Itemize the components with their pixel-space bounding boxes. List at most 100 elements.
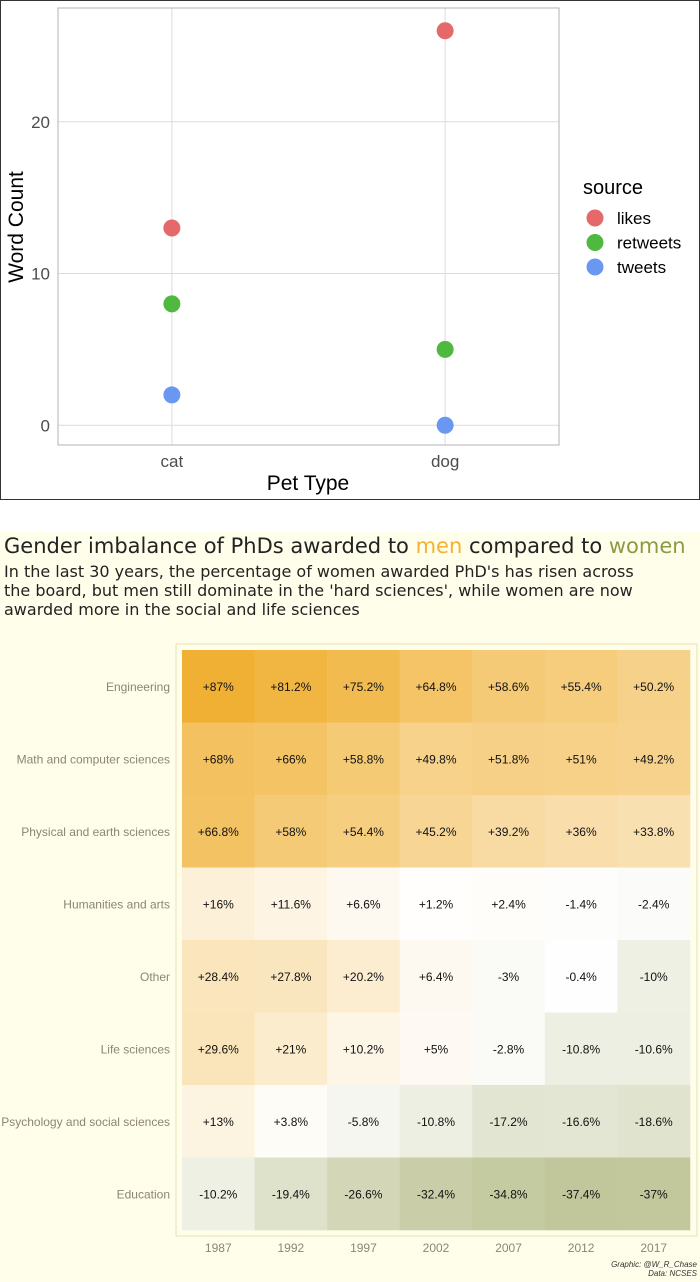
y-tick-label: 10 xyxy=(31,265,50,284)
heatmap-cell-label: -16.6% xyxy=(562,1115,600,1129)
heatmap-cell xyxy=(472,1157,546,1231)
heatmap-cell-label: +58.6% xyxy=(488,680,529,694)
heatmap-cell xyxy=(617,650,691,723)
legend-key-retweets xyxy=(586,234,604,251)
heatmap-cell xyxy=(544,1157,618,1231)
heatmap-cell-label: +21% xyxy=(275,1042,306,1056)
heatmap-cell-label: -10.8% xyxy=(562,1042,600,1056)
heatmap-cell xyxy=(182,867,255,941)
heatmap-cell xyxy=(472,650,546,723)
legend-key-tweets xyxy=(586,258,604,276)
heatmap-cell xyxy=(327,940,401,1013)
gridlines xyxy=(58,8,559,445)
heatmap-cell-label: -34.8% xyxy=(490,1187,528,1201)
heatmap-cell xyxy=(254,867,328,941)
heatmap-cell-label: +49.2% xyxy=(633,752,674,766)
heatmap-cell xyxy=(399,650,473,723)
heatmap-cell-label: -37.4% xyxy=(562,1187,600,1201)
heatmap-cell xyxy=(617,940,691,1013)
heatmap-cell xyxy=(254,722,328,796)
x-axis-label: Pet Type xyxy=(267,472,350,495)
legend-label-likes: likes xyxy=(617,209,651,228)
data-point-likes xyxy=(436,22,454,40)
heatmap-cell-label: -26.6% xyxy=(344,1187,382,1201)
heatmap-cell xyxy=(472,867,546,941)
heatmap-cell xyxy=(399,1012,473,1086)
heatmap-cell-label: +64.8% xyxy=(415,680,456,694)
heatmap-cell-label: +29.6% xyxy=(198,1042,239,1056)
caption-graphic-credit: Graphic: @W_R_Chase xyxy=(611,1260,697,1269)
heatmap-cell xyxy=(617,795,691,868)
heatmap-cell-label: -10.8% xyxy=(417,1115,455,1129)
heatmap-cell-label: +6.4% xyxy=(419,970,454,984)
heatmap-cell xyxy=(544,650,618,723)
heatmap-cell-label: +50.2% xyxy=(633,680,674,694)
heatmap-subtitle: In the last 30 years, the percentage of … xyxy=(4,562,634,619)
heatmap-cell xyxy=(544,867,618,941)
category-label: Other xyxy=(140,970,170,984)
caption-data-source: Data: NCSES xyxy=(648,1269,698,1278)
heatmap-cell-label: +66.8% xyxy=(198,825,239,839)
heatmap-cell xyxy=(327,1157,401,1231)
heatmap-cell xyxy=(182,722,255,796)
heatmap-cell xyxy=(182,650,255,723)
year-label: 2012 xyxy=(568,1241,595,1255)
heatmap-cells: +87% +81.2% +75.2% +64.8% +58.6% +55.4% +50.2%… xyxy=(182,650,691,1231)
year-label: 1997 xyxy=(350,1241,377,1255)
heatmap-cell xyxy=(399,722,473,796)
heatmap-cell xyxy=(617,722,691,796)
data-point-tweets xyxy=(163,386,181,404)
heatmap-cell xyxy=(399,795,473,868)
heatmap-cell-label: -10% xyxy=(640,970,668,984)
heatmap-cell xyxy=(254,940,328,1013)
heatmap-cell-label: +75.2% xyxy=(343,680,384,694)
heatmap-cell xyxy=(544,1012,618,1086)
heatmap-cell xyxy=(617,1157,691,1231)
heatmap-cell xyxy=(182,1012,255,1086)
heatmap-cell-label: -2.4% xyxy=(638,897,670,911)
year-labels: 1987 1992 1997 2002 2007 2012 2017 xyxy=(205,1241,667,1255)
heatmap-cell-label: +66% xyxy=(275,752,306,766)
data-point-tweets xyxy=(436,416,454,434)
data-point-retweets xyxy=(436,340,454,358)
title-middle: compared to xyxy=(462,534,609,558)
heatmap-cell-label: +45.2% xyxy=(415,825,456,839)
heatmap-cell-label: +51% xyxy=(566,752,597,766)
heatmap-cell xyxy=(544,795,618,868)
heatmap-cell xyxy=(544,722,618,796)
heatmap-cell-label: -10.2% xyxy=(199,1187,237,1201)
y-axis-label: Word Count xyxy=(5,171,28,283)
category-label: Life sciences xyxy=(101,1042,170,1056)
heatmap-cell-label: +20.2% xyxy=(343,970,384,984)
heatmap-cell-label: -2.8% xyxy=(493,1042,525,1056)
category-label: Engineering xyxy=(106,680,170,694)
heatmap-cell-label: +11.6% xyxy=(271,897,311,911)
category-label: Education xyxy=(117,1187,170,1201)
heatmap-cell xyxy=(399,1085,473,1158)
heatmap-cell-label: -32.4% xyxy=(417,1187,455,1201)
heatmap-cell xyxy=(399,940,473,1013)
legend-label-retweets: retweets xyxy=(617,234,681,253)
x-tick-label: dog xyxy=(431,452,459,471)
heatmap-cell-label: +36% xyxy=(566,825,597,839)
category-label: Math and computer sciences xyxy=(17,752,170,766)
heatmap-cell xyxy=(182,1085,255,1158)
heatmap-cell-label: +49.8% xyxy=(415,752,456,766)
heatmap-cell-label: +87% xyxy=(203,680,234,694)
heatmap-cell-label: -3% xyxy=(498,970,520,984)
heatmap-title: Gender imbalance of PhDs awarded to men … xyxy=(4,534,686,558)
heatmap-panel-border xyxy=(175,643,698,1237)
category-label: Humanities and arts xyxy=(63,897,170,911)
y-tick-label: 0 xyxy=(41,416,50,435)
heatmap-cell-label: +6.6% xyxy=(346,897,381,911)
title-prefix: Gender imbalance of PhDs awarded to xyxy=(4,534,416,558)
heatmap-cell-label: +58% xyxy=(275,825,306,839)
year-label: 2007 xyxy=(495,1241,522,1255)
panel-border xyxy=(57,7,560,446)
heatmap-cell-label: +58.8% xyxy=(343,752,384,766)
heatmap-cell xyxy=(617,867,691,941)
year-label: 2002 xyxy=(423,1241,450,1255)
heatmap-cell-label: -19.4% xyxy=(272,1187,310,1201)
data-point-likes xyxy=(163,219,181,237)
heatmap-cell-label: +81.2% xyxy=(270,680,311,694)
